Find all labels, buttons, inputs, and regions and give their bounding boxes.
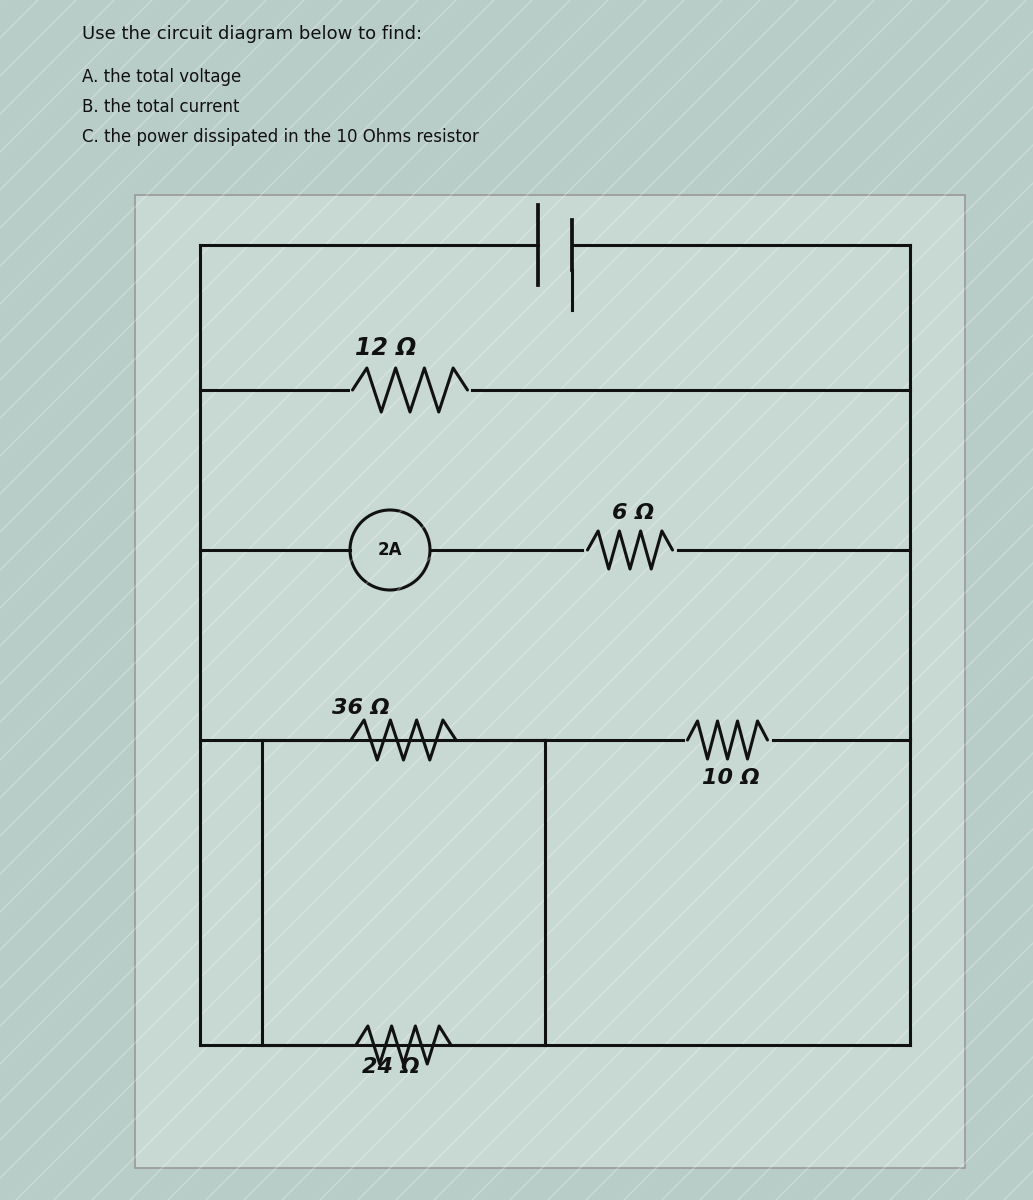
Bar bbox=[135, 194, 965, 1168]
Text: Use the circuit diagram below to find:: Use the circuit diagram below to find: bbox=[82, 25, 422, 43]
Text: 24 Ω: 24 Ω bbox=[362, 1057, 419, 1078]
Text: C. the power dissipated in the 10 Ohms resistor: C. the power dissipated in the 10 Ohms r… bbox=[82, 128, 479, 146]
Text: B. the total current: B. the total current bbox=[82, 98, 240, 116]
Text: 12 Ω: 12 Ω bbox=[355, 336, 416, 360]
Text: 2A: 2A bbox=[378, 541, 402, 559]
Text: A. the total voltage: A. the total voltage bbox=[82, 68, 242, 86]
Text: 36 Ω: 36 Ω bbox=[332, 698, 389, 718]
Text: 10 Ω: 10 Ω bbox=[702, 768, 760, 788]
Text: 6 Ω: 6 Ω bbox=[612, 503, 654, 523]
